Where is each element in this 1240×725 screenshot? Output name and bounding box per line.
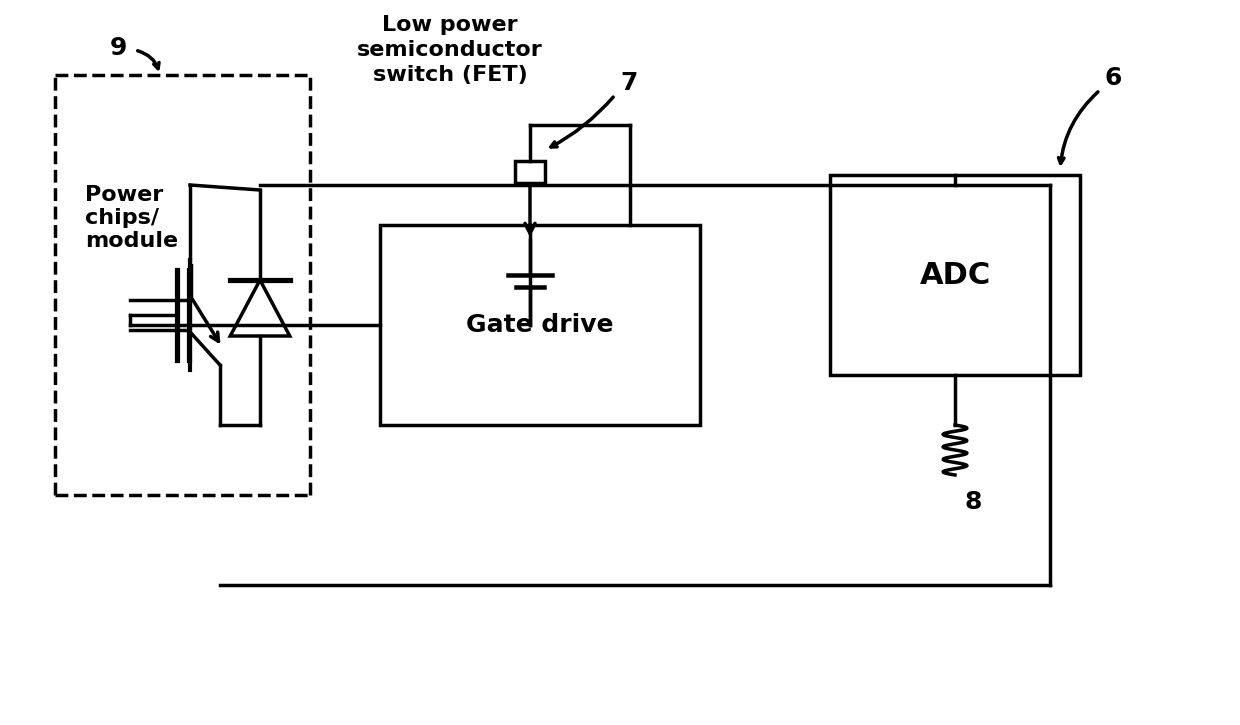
Bar xyxy=(515,161,546,183)
Text: 9: 9 xyxy=(110,36,128,60)
Text: Power
chips/
module: Power chips/ module xyxy=(86,185,179,252)
Text: 7: 7 xyxy=(620,71,637,95)
Text: ADC: ADC xyxy=(919,260,991,289)
Text: 8: 8 xyxy=(965,490,982,514)
Text: 6: 6 xyxy=(1105,66,1122,90)
Bar xyxy=(830,175,1080,375)
Text: Gate drive: Gate drive xyxy=(466,313,614,337)
Bar xyxy=(379,225,701,425)
Text: Low power
semiconductor
switch (FET): Low power semiconductor switch (FET) xyxy=(357,15,543,85)
